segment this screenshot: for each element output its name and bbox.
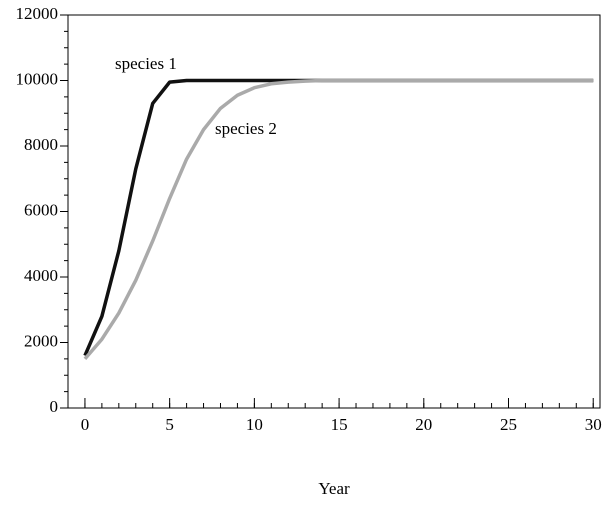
y-tick-label: 10000 [16,69,59,88]
series-line [83,78,594,361]
y-tick-label: 4000 [24,266,58,285]
y-tick-label: 12000 [16,4,59,23]
series-label: species 2 [215,119,277,138]
y-tick-label: 0 [50,397,59,416]
x-tick-label: 10 [246,415,263,434]
y-tick-label: 6000 [24,200,58,219]
x-tick-label: 25 [500,415,517,434]
series-label: species 1 [115,54,177,73]
x-tick-label: 5 [165,415,174,434]
x-axis-label: Year [318,479,350,498]
x-tick-label: 15 [331,415,348,434]
x-tick-label: 30 [585,415,602,434]
x-tick-label: 0 [81,415,90,434]
x-tick-label: 20 [415,415,432,434]
plot-frame [67,14,601,409]
y-tick-label: 2000 [24,331,58,350]
y-tick-label: 8000 [24,135,58,154]
